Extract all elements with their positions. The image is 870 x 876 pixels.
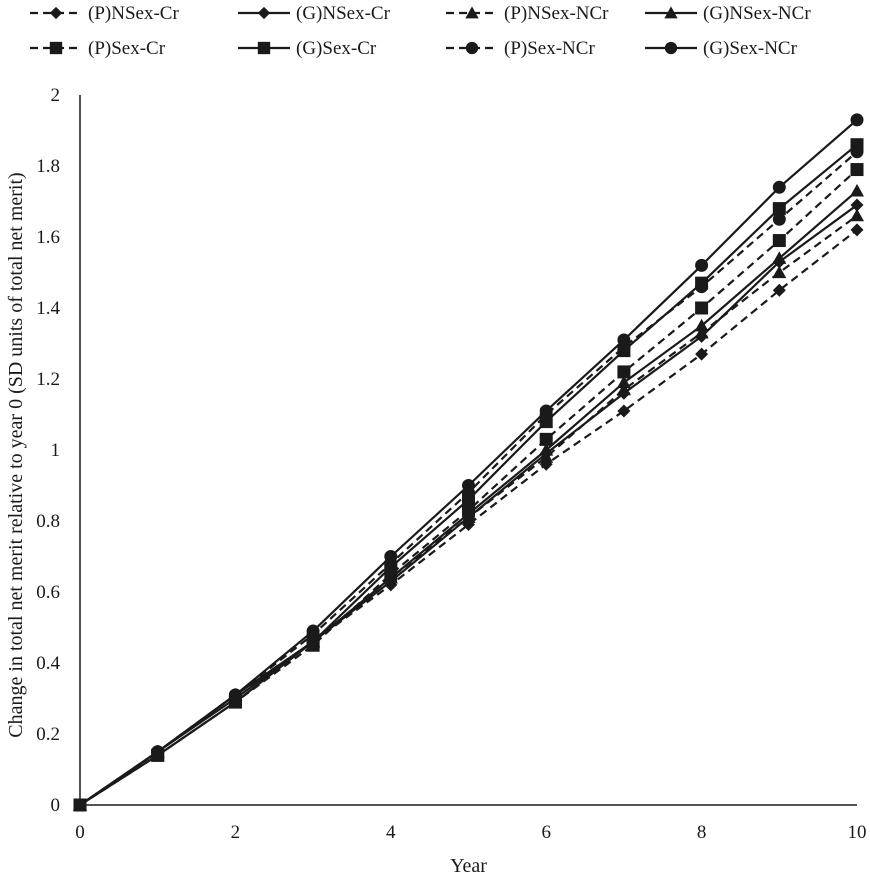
- data-point-marker: [151, 745, 165, 759]
- data-point-marker: [228, 688, 242, 702]
- legend-marker: [664, 41, 678, 55]
- y-tick-label: 0.2: [36, 724, 60, 745]
- legend-item: (G)NSex-NCr: [645, 3, 811, 24]
- data-point-marker: [694, 318, 709, 332]
- data-point-marker: [850, 183, 864, 197]
- data-point-marker: [772, 265, 787, 279]
- data-point-marker: [772, 234, 786, 248]
- y-tick-label: 0.8: [36, 511, 60, 532]
- legend-item: (G)Sex-Cr: [238, 38, 377, 59]
- data-point-marker: [850, 163, 864, 177]
- legend-label: (P)NSex-NCr: [504, 3, 609, 24]
- legend-label: (P)Sex-Cr: [88, 38, 166, 59]
- data-point-marker: [695, 347, 709, 361]
- y-tick-label: 0.4: [36, 653, 60, 674]
- y-tick-label: 2: [51, 85, 61, 106]
- data-point-marker: [772, 180, 786, 194]
- y-tick-label: 1.6: [36, 227, 60, 248]
- series-line: [79, 119, 858, 806]
- x-tick-label: 4: [386, 822, 396, 843]
- data-point-marker: [617, 365, 631, 379]
- series-line: [79, 143, 858, 806]
- data-point-marker: [772, 251, 787, 264]
- legend-label: (G)NSex-Cr: [296, 3, 391, 24]
- series-lines: [79, 119, 858, 806]
- data-point-marker: [617, 404, 631, 418]
- legend-marker: [257, 6, 271, 20]
- legend-item: (P)Sex-Cr: [30, 38, 166, 59]
- data-point-marker: [306, 624, 320, 638]
- x-tick-labels: 0 2 4 6 8 10: [75, 822, 866, 843]
- data-point-marker: [539, 443, 554, 456]
- legend-marker: [664, 6, 678, 19]
- x-tick-label: 6: [541, 822, 551, 843]
- data-point-marker: [539, 404, 553, 418]
- data-point-marker: [850, 145, 864, 159]
- data-point-marker: [850, 208, 864, 222]
- x-tick-label: 2: [231, 822, 241, 843]
- legend-label: (G)Sex-NCr: [703, 38, 798, 59]
- data-point-marker: [616, 375, 631, 389]
- data-point-marker: [772, 283, 786, 297]
- legend-label: (P)Sex-NCr: [504, 38, 595, 59]
- data-point-marker: [539, 450, 554, 463]
- y-tick-labels: 0 0.2 0.4 0.6 0.8 1 1.2 1.4 1.6 1.8 2: [36, 85, 60, 816]
- chart-legend: (P)NSex-Cr (G)NSex-Cr (P)NSex-NCr (G)NSex-N…: [30, 3, 811, 59]
- data-point-marker: [772, 202, 786, 216]
- x-axis-title: Year: [450, 855, 487, 876]
- legend-item: (P)NSex-Cr: [30, 3, 179, 24]
- y-axis-title: Change in total net merit relative to ye…: [5, 172, 27, 737]
- x-tick-label: 10: [848, 822, 867, 843]
- series-line: [79, 150, 858, 806]
- data-point-marker: [616, 382, 631, 396]
- data-point-marker: [384, 550, 398, 563]
- data-point-marker: [850, 198, 864, 212]
- data-point-marker: [539, 432, 553, 446]
- y-tick-label: 1: [51, 440, 61, 461]
- legend-item: (P)Sex-NCr: [446, 38, 595, 59]
- legend-label: (P)NSex-Cr: [88, 3, 179, 24]
- legend-label: (G)NSex-NCr: [703, 3, 811, 24]
- y-tick-label: 0: [51, 795, 61, 816]
- series-markers: [73, 113, 864, 812]
- data-point-marker: [73, 798, 87, 812]
- data-point-marker: [850, 113, 864, 127]
- data-point-marker: [695, 301, 709, 315]
- y-tick-label: 1.4: [36, 298, 60, 319]
- y-tick-label: 0.6: [36, 582, 60, 603]
- y-tick-label: 1.2: [36, 369, 60, 390]
- data-point-marker: [462, 503, 475, 517]
- x-tick-label: 0: [75, 822, 85, 843]
- data-point-marker: [695, 258, 709, 272]
- legend-marker: [49, 41, 63, 55]
- legend-item: (G)NSex-Cr: [238, 3, 391, 24]
- x-tick-label: 8: [697, 822, 707, 843]
- legend-item: (G)Sex-NCr: [645, 38, 798, 59]
- legend-marker: [49, 6, 63, 20]
- data-point-marker: [850, 223, 864, 237]
- chart-axes: [79, 95, 857, 806]
- y-tick-label: 1.8: [36, 156, 60, 177]
- data-point-marker: [694, 325, 709, 339]
- legend-item: (P)NSex-NCr: [446, 3, 609, 24]
- legend-label: (G)Sex-Cr: [296, 38, 377, 59]
- data-point-marker: [695, 280, 709, 294]
- legend-marker: [465, 41, 479, 55]
- data-point-marker: [617, 333, 631, 347]
- data-point-marker: [462, 479, 475, 492]
- data-point-marker: [772, 212, 786, 226]
- legend-marker: [465, 6, 479, 19]
- legend-marker: [257, 41, 271, 55]
